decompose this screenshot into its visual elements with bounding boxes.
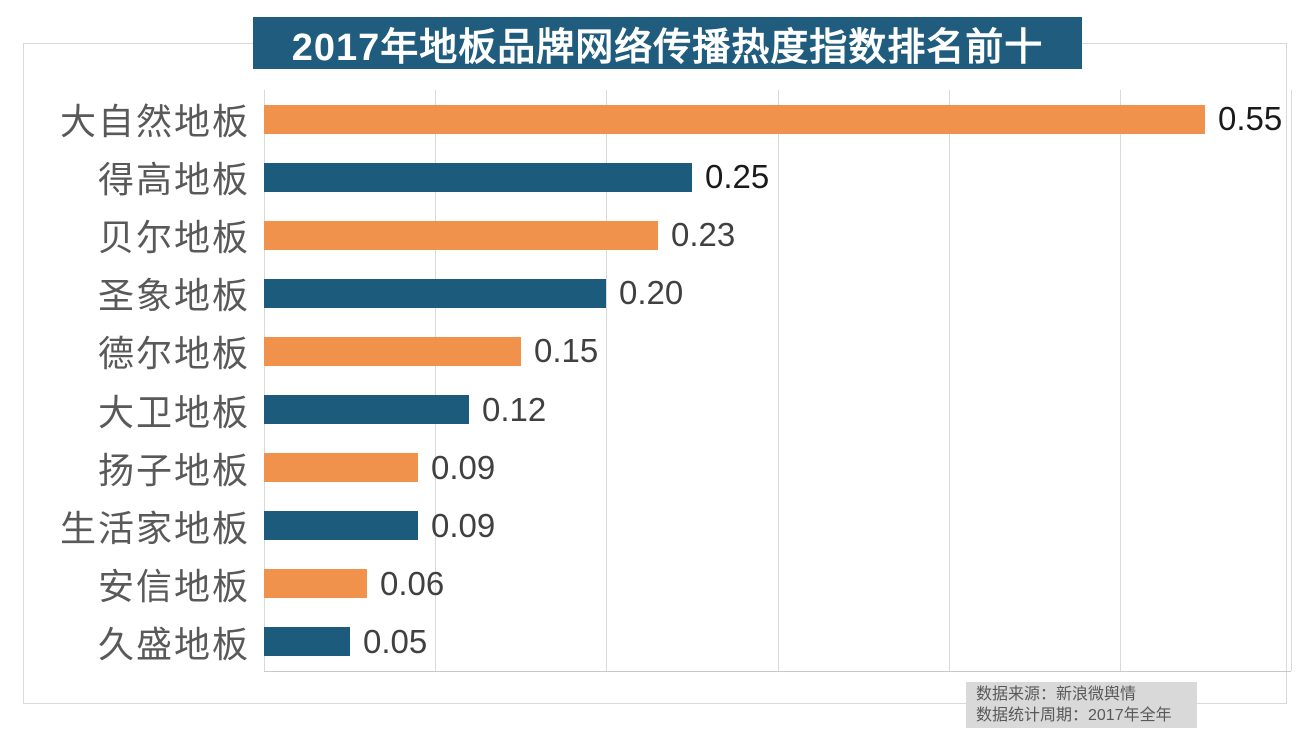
category-label: 圣象地板 bbox=[97, 275, 250, 317]
category-label: 大自然地板 bbox=[59, 101, 250, 143]
value-label: 0.12 bbox=[482, 390, 547, 428]
bar bbox=[264, 569, 367, 599]
bar bbox=[264, 336, 521, 366]
category-label: 久盛地板 bbox=[97, 623, 250, 665]
category-label: 安信地板 bbox=[97, 565, 250, 607]
x-axis-line bbox=[264, 671, 1291, 672]
chart-title: 2017年地板品牌网络传播热度指数排名前十 bbox=[291, 26, 1044, 69]
bar bbox=[264, 220, 658, 250]
chart-frame-border bbox=[23, 43, 1287, 704]
value-label: 0.05 bbox=[363, 622, 428, 660]
value-label: 0.15 bbox=[534, 332, 599, 370]
source-note-line2: 数据统计周期：2017年全年 bbox=[976, 707, 1172, 724]
value-label: 0.06 bbox=[380, 564, 445, 602]
source-note: 数据来源：新浪微舆情 数据统计周期：2017年全年 bbox=[966, 682, 1197, 728]
bar bbox=[264, 162, 692, 192]
gridline bbox=[264, 90, 265, 671]
bar bbox=[264, 395, 469, 425]
value-label: 0.25 bbox=[705, 158, 770, 196]
category-label: 大卫地板 bbox=[97, 391, 250, 433]
value-label: 0.09 bbox=[431, 506, 496, 544]
source-note-line1: 数据来源：新浪微舆情 bbox=[976, 686, 1137, 703]
category-label: 扬子地板 bbox=[97, 449, 250, 491]
gridline bbox=[777, 90, 779, 671]
chart-title-banner: 2017年地板品牌网络传播热度指数排名前十 bbox=[253, 17, 1082, 69]
value-label: 0.23 bbox=[671, 216, 736, 254]
gridline bbox=[1291, 90, 1292, 671]
bar bbox=[264, 278, 606, 308]
gridline bbox=[948, 90, 950, 671]
value-label: 0.09 bbox=[431, 448, 496, 486]
value-label: 0.20 bbox=[619, 274, 684, 312]
gridline bbox=[606, 90, 608, 671]
value-label: 0.55 bbox=[1218, 100, 1283, 138]
gridline bbox=[1119, 90, 1121, 671]
bar bbox=[264, 627, 350, 657]
category-label: 得高地板 bbox=[97, 159, 250, 201]
bar bbox=[264, 511, 418, 541]
category-label: 生活家地板 bbox=[59, 507, 250, 549]
bar bbox=[264, 104, 1205, 134]
gridline bbox=[435, 90, 437, 671]
category-label: 德尔地板 bbox=[97, 333, 250, 375]
category-label: 贝尔地板 bbox=[97, 217, 250, 259]
bar bbox=[264, 453, 418, 483]
